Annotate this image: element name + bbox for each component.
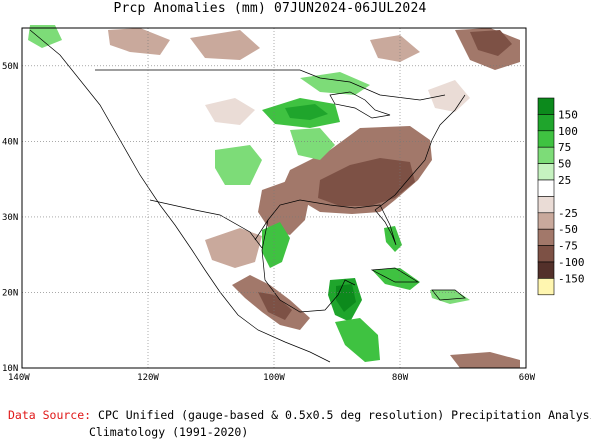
legend-label: -150 (558, 272, 585, 285)
map-title: Prcp Anomalies (mm) 07JUN2024-06JUL2024 (113, 1, 427, 16)
wet-anomaly-central-america (335, 318, 380, 362)
dry-anomaly-texas (258, 180, 310, 235)
lat-tick-label: 50N (2, 62, 18, 72)
wet-anomaly-hispaniola (430, 290, 470, 304)
great-lakes (329, 91, 391, 119)
map-frame (21, 27, 527, 369)
cuba (370, 267, 420, 283)
wet-anomaly-gulf-coast (262, 222, 290, 268)
legend-swatch (537, 261, 555, 279)
legend-label: -100 (558, 256, 585, 269)
lon-tick-label: 80W (392, 373, 409, 383)
dry-anomaly-southeast-core (318, 158, 415, 206)
mexico-gulf-coast (261, 219, 356, 313)
lat-tick-label: 40N (2, 137, 18, 147)
data-source-label: Data Source: (8, 408, 92, 422)
lon-tick-label: 100W (263, 373, 285, 383)
legend-label: 50 (558, 158, 571, 171)
lon-tick-label: 140W (8, 373, 30, 383)
anomaly-shading (28, 25, 520, 368)
legend-label: -25 (558, 207, 578, 220)
wet-anomaly-yucatan-core (336, 284, 356, 312)
legend-swatch (537, 278, 555, 296)
legend-swatch (537, 228, 555, 246)
legend-label: 75 (558, 141, 571, 154)
legend-label: 100 (558, 125, 578, 138)
us-mexico-border (149, 199, 263, 249)
legend-swatch (537, 196, 555, 214)
dry-anomaly-mexico-core (258, 292, 292, 320)
dry-anomaly-canada-east (370, 35, 420, 62)
wet-anomaly-cuba (372, 268, 420, 290)
legend-swatch (537, 146, 555, 164)
legend-label: 150 (558, 108, 578, 121)
dry-anomaly-canada-west (108, 28, 170, 55)
dry-anomaly-northeast (428, 80, 470, 112)
color-legend: 150 100 75 50 25 -25 -50 -75 -100 -150 (537, 97, 585, 296)
canada-border (95, 69, 446, 101)
lat-tick-label: 10N (2, 364, 18, 374)
legend-label: -50 (558, 223, 578, 236)
lon-tick-label: 120W (137, 373, 159, 383)
data-source-line: Data Source: CPC Unified (gauge-based & … (8, 408, 591, 422)
wet-anomaly-florida (384, 226, 402, 252)
dry-anomaly-northern-plains (205, 98, 255, 125)
gulf-coast (254, 199, 397, 246)
wet-anomaly-canada (300, 72, 370, 95)
legend-swatch (537, 163, 555, 181)
legend-swatch (537, 245, 555, 263)
coastlines (29, 29, 466, 363)
legend-label: 25 (558, 174, 571, 187)
wet-anomaly-rockies (215, 145, 262, 185)
legend-swatch (537, 97, 555, 115)
pacific-coast (29, 29, 331, 363)
legend-label: -75 (558, 240, 578, 253)
legend-swatch (537, 130, 555, 148)
lat-tick-label: 30N (2, 213, 18, 223)
dry-anomaly-quebec-core (470, 30, 512, 56)
legend-swatch (537, 114, 555, 132)
hispaniola (431, 289, 466, 301)
data-source-text: CPC Unified (gauge-based & 0.5x0.5 deg r… (98, 408, 591, 422)
wet-anomaly-bc (28, 25, 62, 48)
climatology-line: Climatology (1991-2020) (89, 425, 249, 439)
legend-swatch (537, 212, 555, 230)
atlantic-coast (374, 94, 466, 211)
dry-anomaly-canada-central (190, 30, 260, 60)
lat-tick-label: 20N (2, 288, 18, 298)
wet-anomaly-midwest (290, 128, 335, 160)
lon-tick-label: 60W (519, 373, 536, 383)
dry-anomaly-south-america (450, 352, 520, 368)
lat-lon-grid (22, 28, 526, 368)
legend-swatch (537, 179, 555, 197)
wet-anomaly-upper-midwest-core (285, 104, 328, 120)
dry-anomaly-southwest (205, 228, 262, 268)
